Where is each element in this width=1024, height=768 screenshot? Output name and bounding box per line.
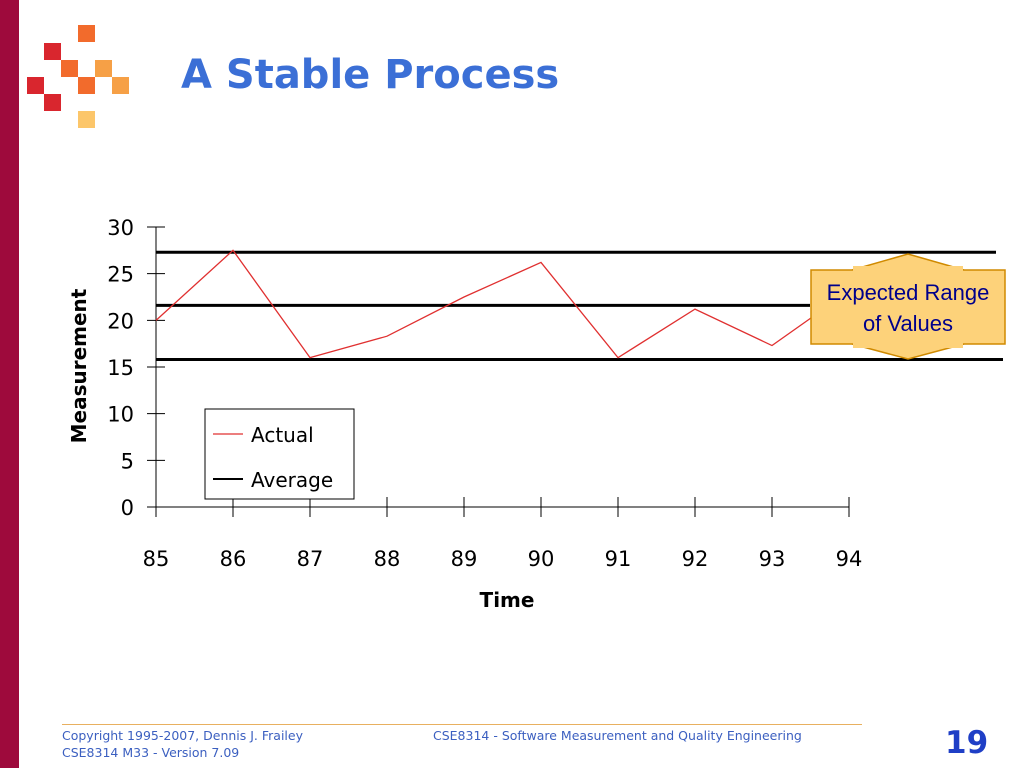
chart-legend: Actual Average: [204, 408, 355, 500]
annotation-text-line1: Expected Range: [827, 280, 990, 305]
footer-course: CSE8314 - Software Measurement and Quali…: [433, 728, 802, 743]
logo-square: [78, 25, 95, 42]
logo-square: [44, 43, 61, 60]
page-number: 19: [945, 725, 989, 761]
x-tick-label: 94: [836, 547, 863, 571]
y-tick-label: 5: [121, 449, 134, 473]
footer-copyright: Copyright 1995-2007, Dennis J. Frailey: [62, 728, 303, 743]
logo-square: [95, 60, 112, 77]
y-tick-label: 25: [107, 263, 134, 287]
slide-title: A Stable Process: [181, 52, 560, 98]
legend-actual-label: Actual: [251, 423, 314, 447]
y-axis-label: Measurement: [67, 288, 91, 443]
footer-divider: [62, 724, 862, 725]
chart-series: [155, 249, 819, 359]
annotation-box: [810, 269, 1006, 345]
annotation-joint: [853, 340, 963, 348]
x-tick-label: 86: [220, 547, 247, 571]
x-tick-label: 93: [759, 547, 786, 571]
y-tick-label: 15: [107, 356, 134, 380]
series-line-actual: [155, 249, 819, 359]
logo-square: [61, 60, 78, 77]
logo-square: [112, 77, 129, 94]
legend-box: [204, 408, 355, 500]
footer-version: CSE8314 M33 - Version 7.09: [62, 745, 240, 760]
legend-average-label: Average: [251, 468, 333, 492]
x-tick-label: 92: [682, 547, 709, 571]
y-tick-label: 20: [107, 309, 134, 333]
y-tick-label: 30: [107, 216, 134, 240]
logo-square: [78, 77, 95, 94]
x-tick-label: 87: [297, 547, 324, 571]
x-tick-label: 89: [451, 547, 478, 571]
logo-square: [44, 94, 61, 111]
expected-range-annotation: Expected Range of Values: [810, 253, 1006, 360]
chart-axes: 0 5 10 15 20 25 30 85 86 87 88 89 90 91 92 93 94: [107, 216, 862, 571]
x-axis-label: Time: [480, 588, 535, 612]
y-tick-label: 10: [107, 403, 134, 427]
annotation-joint: [853, 266, 963, 274]
logo-square: [78, 111, 95, 128]
slide-left-bar: [0, 0, 19, 768]
x-tick-label: 90: [528, 547, 555, 571]
annotation-text-line2: of Values: [863, 311, 953, 336]
logo-square: [27, 77, 44, 94]
decorative-squares-logo: [0, 0, 140, 140]
x-tick-label: 85: [143, 547, 170, 571]
x-tick-label: 91: [605, 547, 632, 571]
reference-lines: [156, 250, 1003, 362]
x-tick-label: 88: [374, 547, 401, 571]
y-tick-label: 0: [121, 496, 134, 520]
